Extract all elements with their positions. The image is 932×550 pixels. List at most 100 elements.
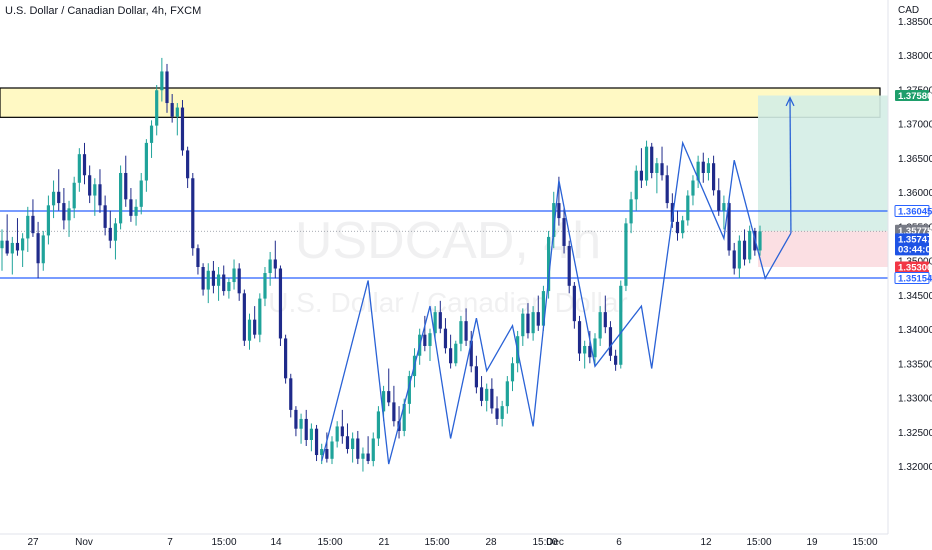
candle — [603, 295, 607, 334]
candle-body — [691, 180, 695, 196]
candle-body — [139, 180, 143, 207]
candle — [629, 191, 633, 234]
candle-body — [583, 345, 587, 354]
candle-body — [98, 184, 102, 206]
axis-currency: CAD — [898, 5, 919, 16]
candle — [340, 409, 344, 444]
candle-body — [196, 248, 200, 267]
candle-body — [113, 223, 118, 241]
candle-body — [423, 334, 427, 346]
candle — [567, 240, 571, 294]
candle-body — [521, 313, 525, 337]
candle — [175, 103, 179, 136]
candle — [98, 169, 102, 213]
candle — [268, 251, 272, 286]
candle-body — [619, 285, 623, 365]
candle-body — [93, 184, 97, 196]
candle — [247, 313, 252, 350]
candle — [366, 436, 370, 465]
x-tick-label: 21 — [378, 537, 390, 548]
candle — [510, 357, 515, 392]
candle-body — [170, 103, 174, 117]
candle — [144, 139, 148, 192]
candle — [474, 355, 478, 394]
candle-body — [155, 90, 159, 126]
candle — [536, 295, 540, 331]
price-tag-blue: 1.36045 — [894, 204, 932, 217]
candle-body — [222, 274, 226, 292]
candle — [263, 267, 267, 307]
candle-body — [428, 333, 432, 346]
candle-body — [345, 436, 350, 450]
candle — [459, 315, 463, 352]
candle — [258, 293, 262, 343]
candle-body — [711, 163, 716, 191]
y-tick-label: 1.32000 — [898, 462, 932, 473]
candle — [294, 406, 298, 437]
candle — [392, 385, 396, 427]
candle-body — [216, 274, 221, 286]
candle-body — [206, 270, 210, 290]
candle — [335, 421, 339, 448]
candle-body — [237, 268, 241, 294]
candle — [325, 432, 329, 463]
candle — [428, 328, 432, 362]
candle-body — [82, 154, 87, 176]
candle-body — [108, 227, 112, 241]
candle — [485, 383, 489, 412]
candle-body — [242, 293, 246, 341]
candle-body — [686, 195, 690, 221]
candle — [748, 225, 752, 264]
candle — [26, 206, 30, 252]
y-tick-label: 1.36500 — [898, 154, 932, 165]
candle — [464, 308, 468, 346]
candle-body — [294, 409, 298, 429]
candle — [644, 140, 649, 186]
price-tag-bg — [894, 271, 930, 284]
candle-body — [577, 321, 582, 354]
candle-body — [701, 161, 705, 173]
candle — [727, 199, 731, 256]
candle — [206, 263, 210, 304]
candle — [634, 165, 638, 211]
candle-body — [88, 175, 92, 196]
candle — [139, 172, 143, 215]
y-tick-label: 1.33500 — [898, 359, 932, 370]
x-tick-label: 6 — [616, 537, 622, 548]
candle — [546, 230, 551, 299]
candle-body — [273, 259, 277, 269]
candle-body — [57, 191, 61, 204]
candle-body — [732, 250, 736, 269]
candle — [614, 349, 618, 371]
candle — [681, 215, 685, 239]
price-tag-label: 1.35775 — [898, 226, 932, 237]
x-tick-label: 15:00 — [317, 537, 342, 548]
candle-body — [0, 240, 4, 249]
candle — [361, 447, 365, 472]
candle-body — [670, 203, 674, 222]
levels-layer — [0, 210, 888, 279]
candle — [191, 172, 195, 256]
candle — [186, 146, 190, 189]
candle — [149, 120, 154, 158]
candle-body — [325, 449, 329, 459]
candle-body — [356, 438, 360, 459]
candle — [387, 368, 391, 407]
candle-body — [381, 391, 386, 412]
x-tick-label: 28 — [485, 537, 497, 548]
candle-body — [134, 206, 138, 216]
candle-body — [438, 312, 442, 329]
candle — [15, 218, 20, 256]
candle — [10, 236, 14, 275]
candle — [598, 306, 602, 346]
candle — [443, 318, 448, 354]
candle — [165, 63, 169, 113]
candle-body — [119, 172, 123, 224]
candle-body — [309, 428, 313, 440]
x-tick-label: 15:00 — [211, 537, 236, 548]
watermark-name: U.S. Dollar / Canadian Dollar — [268, 287, 628, 318]
candle-body — [149, 125, 154, 143]
y-tick-label: 1.38500 — [898, 17, 932, 28]
candle-body — [634, 170, 638, 200]
